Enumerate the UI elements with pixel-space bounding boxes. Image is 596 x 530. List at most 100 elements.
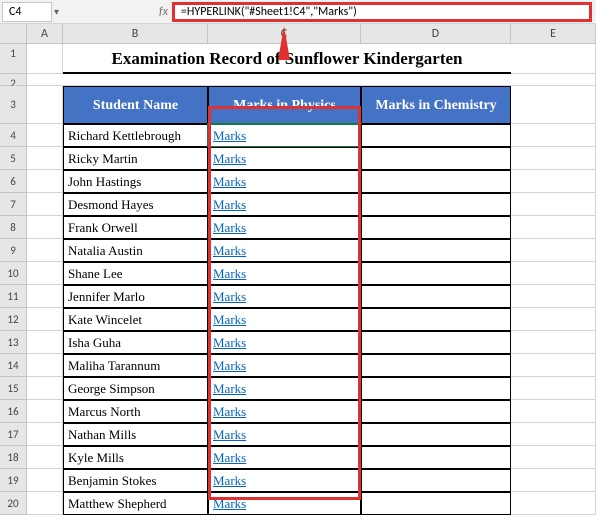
row-header[interactable]: 6 — [0, 170, 27, 193]
student-name-cell[interactable]: Benjamin Stokes — [63, 469, 208, 492]
row-header[interactable]: 3 — [0, 86, 27, 124]
marks-chemistry-cell[interactable] — [361, 170, 511, 193]
marks-physics-link[interactable]: Marks — [208, 262, 361, 285]
cell[interactable] — [511, 239, 596, 262]
marks-chemistry-cell[interactable] — [361, 239, 511, 262]
student-name-cell[interactable]: Desmond Hayes — [63, 193, 208, 216]
row-header[interactable]: 8 — [0, 216, 27, 239]
marks-chemistry-cell[interactable] — [361, 469, 511, 492]
col-header-a[interactable]: A — [27, 24, 63, 44]
marks-chemistry-cell[interactable] — [361, 193, 511, 216]
cell[interactable] — [27, 308, 63, 331]
marks-physics-link[interactable]: Marks — [208, 170, 361, 193]
row-header[interactable]: 12 — [0, 308, 27, 331]
cell[interactable] — [511, 423, 596, 446]
cell[interactable] — [27, 469, 63, 492]
col-header-e[interactable]: E — [511, 24, 596, 44]
row-header[interactable]: 9 — [0, 239, 27, 262]
cell[interactable] — [27, 74, 596, 86]
marks-chemistry-cell[interactable] — [361, 331, 511, 354]
marks-chemistry-cell[interactable] — [361, 285, 511, 308]
marks-physics-link[interactable]: Marks — [208, 446, 361, 469]
row-header[interactable]: 20 — [0, 492, 27, 515]
cell[interactable] — [511, 262, 596, 285]
cell[interactable] — [511, 400, 596, 423]
marks-physics-link[interactable]: Marks — [208, 285, 361, 308]
marks-physics-link[interactable]: Marks — [208, 216, 361, 239]
cell[interactable] — [27, 86, 63, 124]
marks-physics-link[interactable]: Marks — [208, 492, 361, 515]
row-header[interactable]: 10 — [0, 262, 27, 285]
marks-physics-link[interactable]: Marks — [208, 331, 361, 354]
student-name-cell[interactable]: Kate Wincelet — [63, 308, 208, 331]
student-name-cell[interactable]: Kyle Mills — [63, 446, 208, 469]
row-header[interactable]: 13 — [0, 331, 27, 354]
cell[interactable] — [511, 285, 596, 308]
student-name-cell[interactable]: Ricky Martin — [63, 147, 208, 170]
student-name-cell[interactable]: Jennifer Marlo — [63, 285, 208, 308]
cell[interactable] — [27, 124, 63, 147]
fx-icon[interactable]: fx — [159, 5, 168, 19]
marks-physics-link[interactable]: Marks — [208, 239, 361, 262]
cell[interactable] — [511, 147, 596, 170]
student-name-cell[interactable]: Natalia Austin — [63, 239, 208, 262]
cell[interactable] — [27, 147, 63, 170]
cell[interactable] — [511, 124, 596, 147]
student-name-cell[interactable]: Marcus North — [63, 400, 208, 423]
cell[interactable] — [511, 308, 596, 331]
cell[interactable] — [27, 377, 63, 400]
name-box[interactable]: C4 — [2, 2, 52, 22]
marks-chemistry-cell[interactable] — [361, 308, 511, 331]
cell[interactable] — [27, 331, 63, 354]
cell[interactable] — [27, 262, 63, 285]
cell[interactable] — [511, 377, 596, 400]
marks-chemistry-cell[interactable] — [361, 377, 511, 400]
row-header[interactable]: 14 — [0, 354, 27, 377]
cell[interactable] — [27, 446, 63, 469]
col-header-d[interactable]: D — [361, 24, 511, 44]
cell[interactable] — [27, 492, 63, 515]
marks-physics-link[interactable]: Marks — [208, 354, 361, 377]
student-name-cell[interactable]: Richard Kettlebrough — [63, 124, 208, 147]
cell[interactable] — [27, 193, 63, 216]
row-header[interactable]: 2 — [0, 74, 27, 86]
cell[interactable] — [27, 354, 63, 377]
cell[interactable] — [511, 354, 596, 377]
marks-physics-link[interactable]: Marks — [208, 193, 361, 216]
student-name-cell[interactable]: Matthew Shepherd — [63, 492, 208, 515]
student-name-cell[interactable]: Shane Lee — [63, 262, 208, 285]
col-header-b[interactable]: B — [63, 24, 208, 44]
marks-chemistry-cell[interactable] — [361, 147, 511, 170]
student-name-cell[interactable]: Isha Guha — [63, 331, 208, 354]
student-name-cell[interactable]: John Hastings — [63, 170, 208, 193]
select-all-corner[interactable] — [0, 24, 27, 44]
marks-physics-link[interactable]: Marks — [208, 124, 361, 147]
marks-physics-link[interactable]: Marks — [208, 147, 361, 170]
cell[interactable] — [511, 44, 596, 74]
marks-chemistry-cell[interactable] — [361, 423, 511, 446]
cell[interactable] — [27, 285, 63, 308]
student-name-cell[interactable]: George Simpson — [63, 377, 208, 400]
cell[interactable] — [511, 446, 596, 469]
marks-chemistry-cell[interactable] — [361, 492, 511, 515]
cell[interactable] — [511, 469, 596, 492]
cell[interactable] — [27, 44, 63, 74]
cell[interactable] — [511, 170, 596, 193]
formula-bar[interactable]: =HYPERLINK("#Sheet1!C4","Marks") — [172, 2, 592, 22]
row-header[interactable]: 5 — [0, 147, 27, 170]
row-header[interactable]: 15 — [0, 377, 27, 400]
row-header[interactable]: 16 — [0, 400, 27, 423]
cell[interactable] — [27, 239, 63, 262]
cell[interactable] — [27, 216, 63, 239]
cell[interactable] — [511, 193, 596, 216]
row-header[interactable]: 17 — [0, 423, 27, 446]
row-header[interactable]: 4 — [0, 124, 27, 147]
row-header[interactable]: 19 — [0, 469, 27, 492]
row-header[interactable]: 1 — [0, 44, 27, 74]
marks-chemistry-cell[interactable] — [361, 262, 511, 285]
marks-chemistry-cell[interactable] — [361, 216, 511, 239]
row-header[interactable]: 11 — [0, 285, 27, 308]
marks-chemistry-cell[interactable] — [361, 354, 511, 377]
cell[interactable] — [511, 492, 596, 515]
marks-physics-link[interactable]: Marks — [208, 308, 361, 331]
